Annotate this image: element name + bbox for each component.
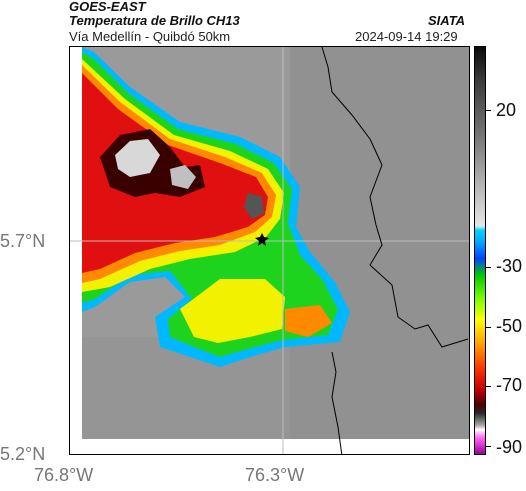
map-background-south bbox=[70, 337, 290, 454]
lat-tick-1: 5.7°N bbox=[0, 231, 46, 251]
colorbar-label-minus50: -50 bbox=[496, 316, 523, 336]
colorbar-tick-minus50 bbox=[486, 327, 491, 328]
colorbar-label-minus70: -70 bbox=[496, 375, 523, 395]
map-nodata-bottom bbox=[70, 439, 469, 454]
cloud-cold-top-2 bbox=[170, 165, 196, 189]
region-label: Vía Medellín - Quibdó 50km bbox=[69, 29, 231, 44]
satellite-map[interactable] bbox=[69, 46, 470, 455]
lat-tick-2: 5.2°N bbox=[0, 444, 46, 464]
map-nodata-left bbox=[70, 47, 82, 454]
satellite-title: GOES-EAST bbox=[69, 0, 146, 14]
datetime-label: 2024-09-14 19:29 bbox=[355, 29, 458, 44]
colorbar-label-20: 20 bbox=[496, 100, 517, 120]
department-border bbox=[321, 47, 469, 348]
cloud-orange-south bbox=[285, 305, 332, 337]
product-title: Temperatura de Brillo CH13 bbox=[69, 13, 240, 28]
colorbar-label-minus30: -30 bbox=[496, 256, 523, 276]
colorbar-tick-minus30 bbox=[486, 267, 491, 268]
colorbar-tick-minus90 bbox=[486, 446, 491, 447]
colorbar-label-minus90: -90 bbox=[496, 437, 523, 457]
map-background-east bbox=[290, 47, 469, 454]
cloud-yellow-south bbox=[180, 279, 285, 343]
temperature-colorbar bbox=[474, 46, 486, 455]
cloud-cold-top-3 bbox=[244, 193, 264, 219]
lon-tick-2: 76.3°W bbox=[245, 465, 305, 485]
lon-tick-1: 76.8°W bbox=[34, 465, 94, 485]
municipal-border bbox=[331, 351, 343, 454]
map-svg bbox=[70, 47, 469, 454]
organization-label: SIATA bbox=[428, 13, 466, 28]
colorbar-tick-20 bbox=[486, 110, 491, 111]
colorbar-tick-minus70 bbox=[486, 386, 491, 387]
location-star-icon bbox=[255, 233, 269, 246]
cloud-coldest-top bbox=[115, 139, 160, 177]
